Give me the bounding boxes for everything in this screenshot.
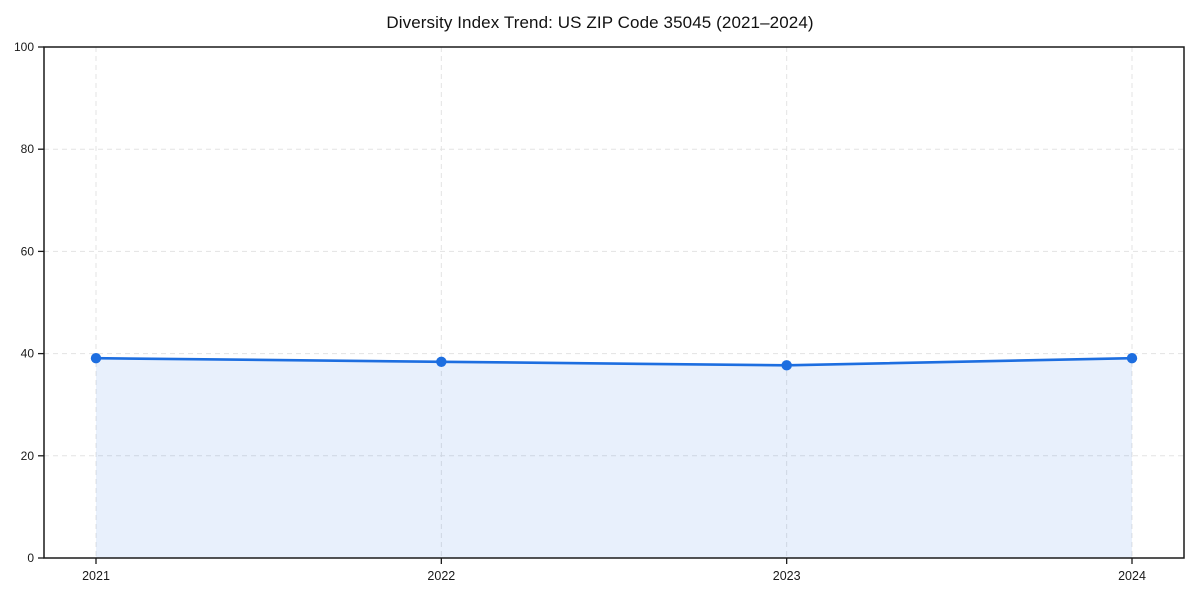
- y-tick-label: 80: [21, 142, 35, 156]
- y-tick-label: 20: [21, 449, 35, 463]
- plot-border: [43, 46, 1185, 559]
- y-tick-label: 100: [14, 40, 34, 54]
- x-tick-label: 2024: [1118, 569, 1146, 583]
- chart-title: Diversity Index Trend: US ZIP Code 35045…: [386, 13, 814, 32]
- x-tick-label: 2021: [82, 569, 110, 583]
- area-fill: [96, 358, 1132, 558]
- trend-line: [94, 356, 1134, 367]
- data-point-marker: [1126, 352, 1138, 364]
- x-tick-label: 2022: [427, 569, 455, 583]
- data-point-marker: [436, 356, 447, 367]
- y-tick-label: 40: [21, 347, 35, 361]
- y-tick-label: 0: [27, 551, 34, 565]
- data-point-marker: [781, 360, 792, 371]
- x-tick-label: 2023: [773, 569, 801, 583]
- data-point-marker: [90, 352, 102, 364]
- y-tick-label: 60: [21, 244, 35, 258]
